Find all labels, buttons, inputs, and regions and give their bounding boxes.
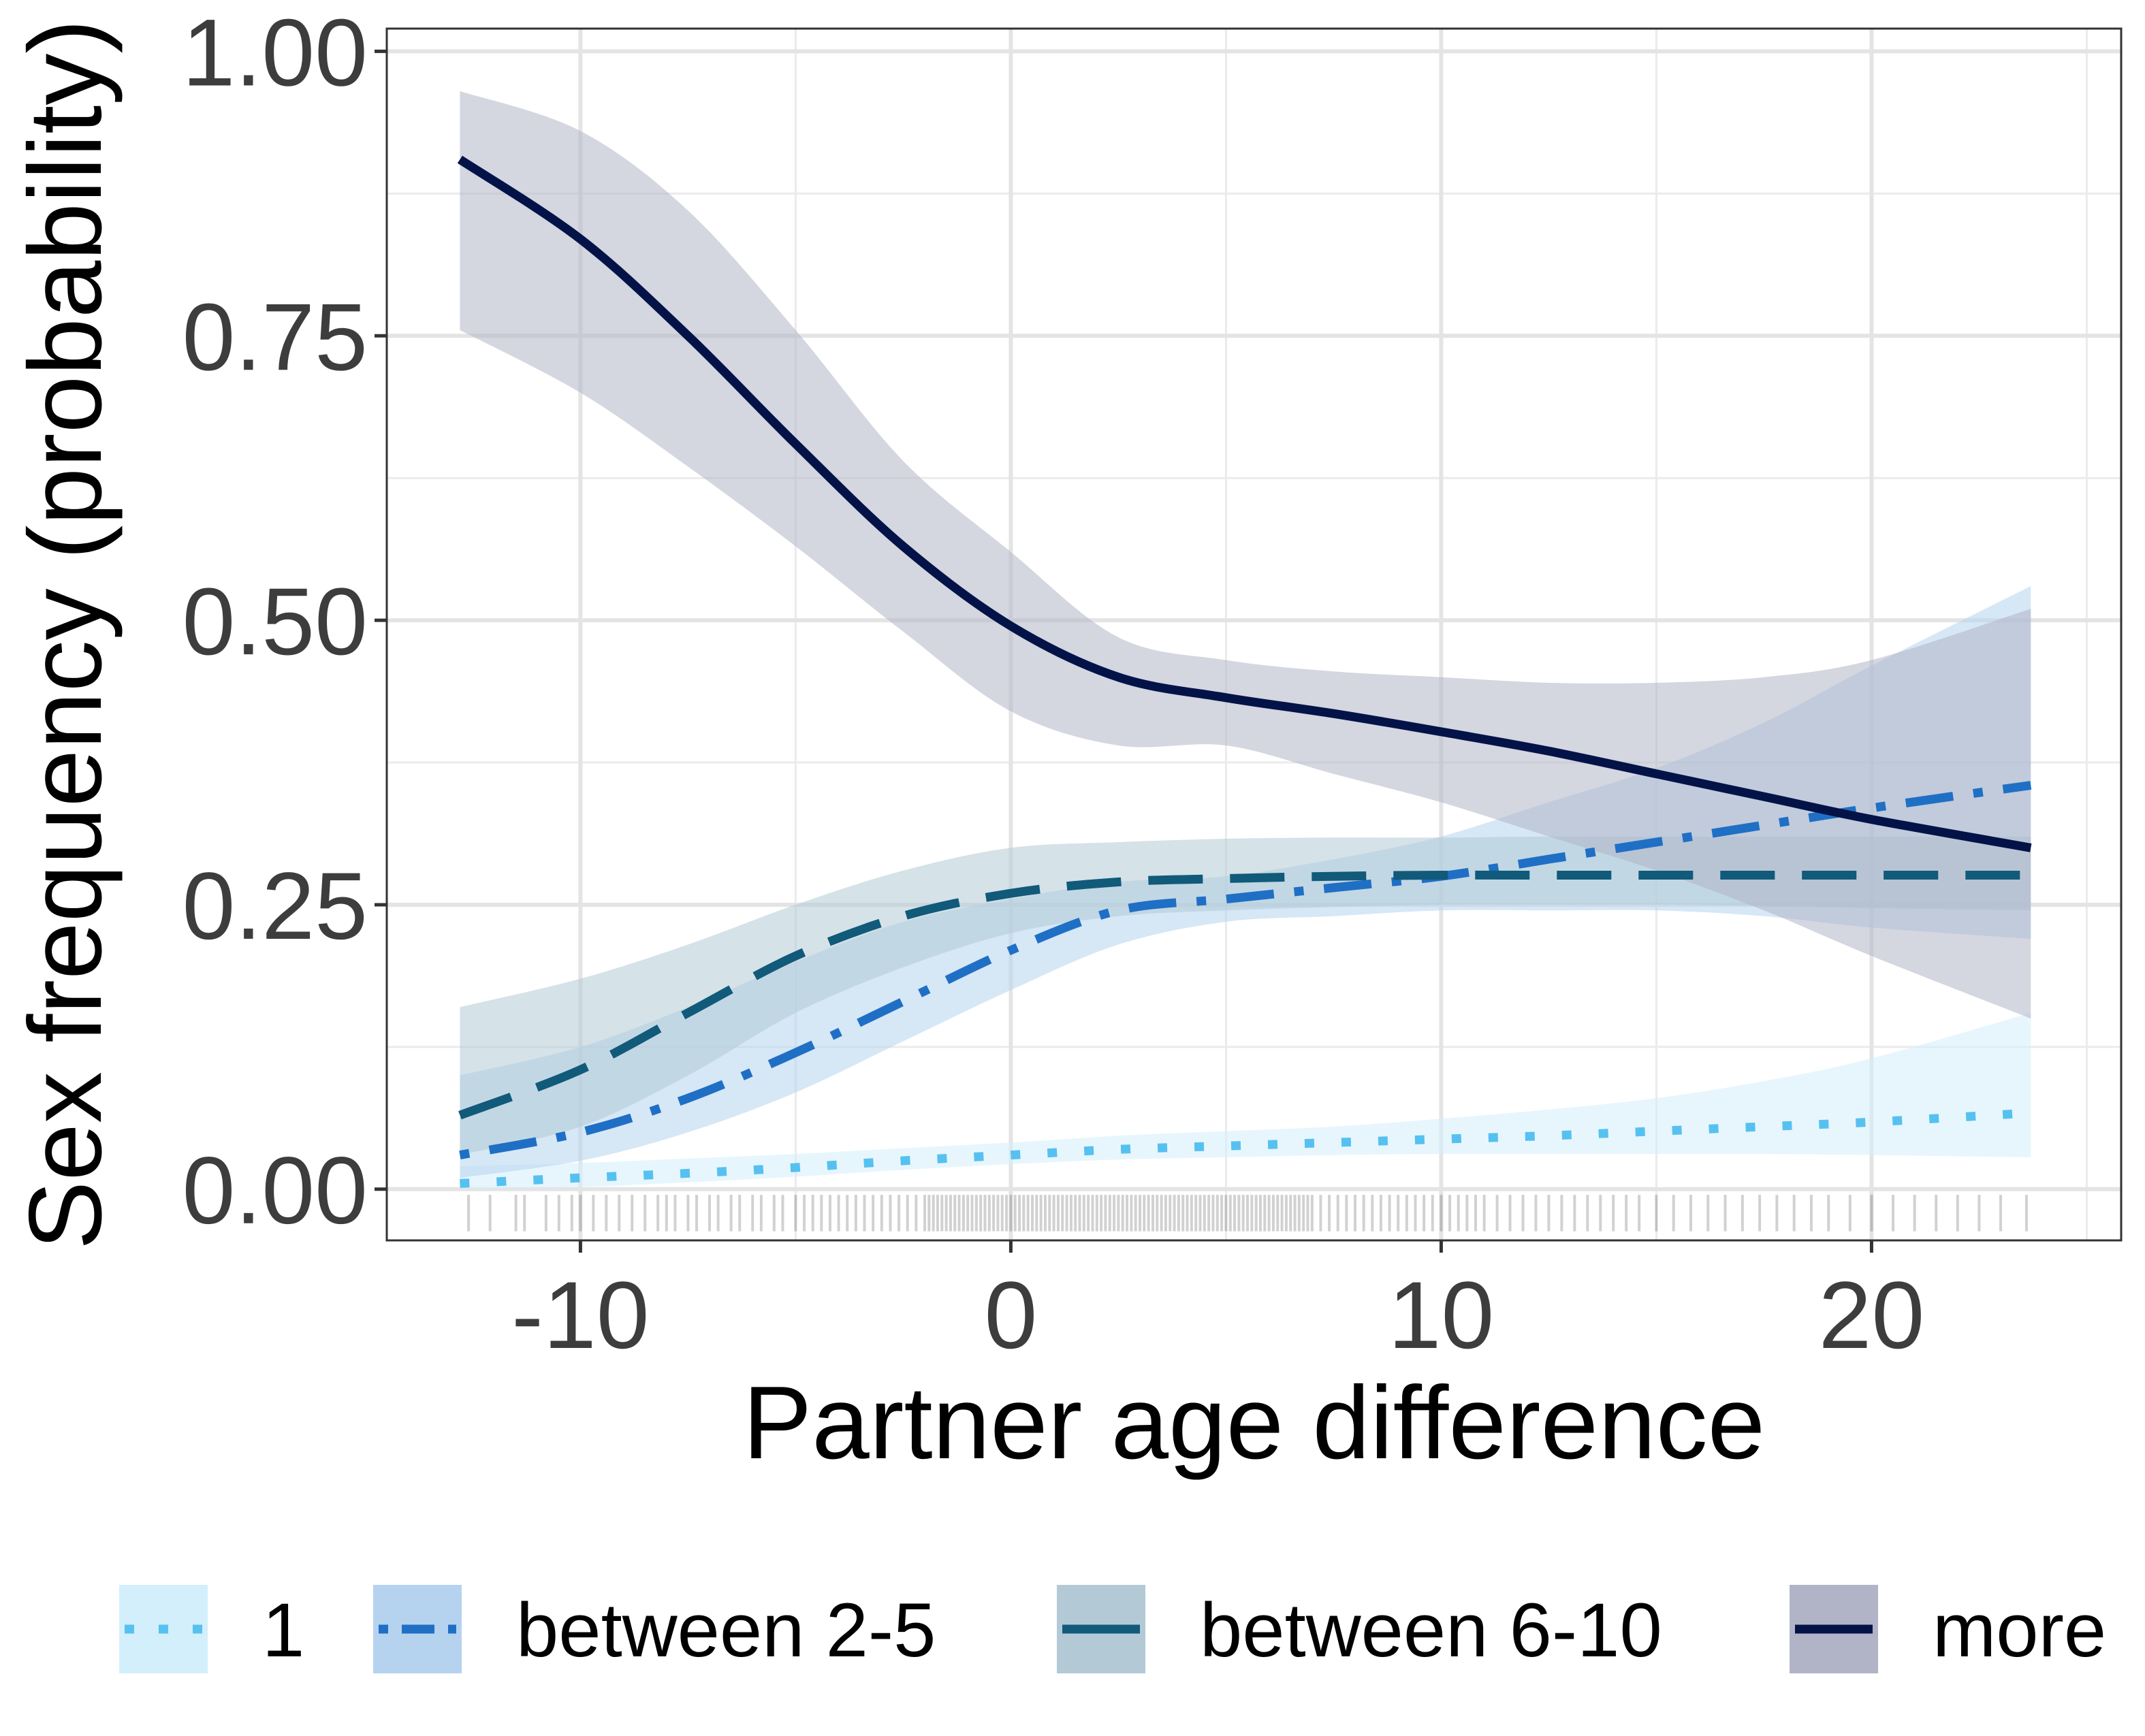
ribbon-between-6-10: [460, 836, 2031, 1155]
axis-ticks: [375, 49, 1873, 1253]
line-more: [457, 155, 2032, 852]
x-tick-label: 20: [1819, 1261, 1925, 1368]
legend-item-1: 1: [119, 1585, 304, 1673]
y-tick-label: 0.75: [182, 283, 368, 390]
y-tick-label: 1.00: [182, 0, 368, 106]
legend-item-between-2-5: between 2-5: [373, 1585, 936, 1673]
legend-label: between 2-5: [516, 1588, 936, 1673]
panel-border: [385, 27, 2123, 1242]
y-axis-title: Sex frequency (probability): [7, 19, 123, 1250]
y-tick-label: 0.50: [182, 568, 368, 675]
series-lines: [457, 155, 2032, 1188]
line-between-6-10: [458, 870, 2031, 1120]
grid-minor: [387, 29, 2121, 1240]
x-axis-title: Partner age difference: [743, 1365, 1765, 1481]
ribbon-1: [460, 1012, 2031, 1189]
ribbon-more: [460, 91, 2031, 1019]
legend-label: between 6-10: [1200, 1588, 1662, 1673]
legend-label: 1: [262, 1588, 304, 1673]
line-1: [460, 1108, 2031, 1188]
y-tick-labels: 0.00 0.25 0.50 0.75 1.00: [182, 0, 368, 1244]
y-tick-label: 0.25: [182, 852, 368, 959]
legend-item-between-6-10: between 6-10: [1057, 1585, 1662, 1673]
y-tick-label: 0.00: [182, 1137, 368, 1244]
confidence-ribbons: [460, 91, 2031, 1189]
rug: [467, 1195, 2028, 1232]
legend-item-more: more: [1790, 1585, 2106, 1673]
x-tick-label: 10: [1388, 1261, 1495, 1368]
x-tick-labels: -10 0 10 20: [511, 1261, 1924, 1368]
x-tick-label: -10: [511, 1261, 649, 1368]
legend-label: more: [1933, 1588, 2106, 1673]
line-between-2-5: [459, 781, 2032, 1159]
x-tick-label: 0: [984, 1261, 1037, 1368]
legend: 1 between 2-5 between 6-10 more: [119, 1585, 2106, 1673]
